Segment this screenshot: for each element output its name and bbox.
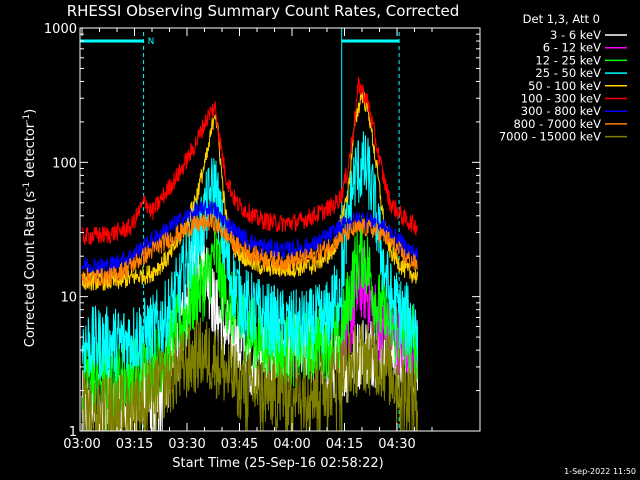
series-line-4 <box>81 89 419 291</box>
legend-label-6: 300 - 800 keV <box>521 104 601 118</box>
saa-marker-label: N <box>148 37 155 47</box>
y-tick-label-3: 1000 <box>44 22 77 37</box>
timestamp: 1-Sep-2022 11:50 <box>564 467 636 476</box>
x-tick-label-0: 03:00 <box>63 437 100 452</box>
legend-label-5: 100 - 300 keV <box>521 92 601 106</box>
legend-label-2: 12 - 25 keV <box>535 53 601 67</box>
legend-label-1: 6 - 12 keV <box>543 41 601 55</box>
y-axis-label: Corrected Count Rate (s-1 detector-1) <box>22 109 38 347</box>
y-axis-label-sup2: -1 <box>22 114 32 123</box>
y-tick-label-0: 1 <box>69 425 77 440</box>
x-tick-label-6: 04:30 <box>378 437 415 452</box>
x-axis-label: Start Time (25-Sep-16 02:58:22) <box>172 456 383 471</box>
series-line-8 <box>82 317 419 431</box>
series-line-3 <box>81 131 419 381</box>
series-line-5 <box>81 76 418 245</box>
legend-label-0: 3 - 6 keV <box>550 28 601 42</box>
legend-label-4: 50 - 100 keV <box>528 79 601 93</box>
y-tick-label-2: 100 <box>52 156 77 171</box>
plot-frame <box>79 27 481 432</box>
x-tick-label-2: 03:30 <box>168 437 205 452</box>
legend-label-7: 800 - 7000 keV <box>513 117 601 131</box>
x-axis-ticks: 03:00 03:15 03:30 03:45 04:00 04:15 04:30 <box>63 28 433 452</box>
y-tick-label-1: 10 <box>60 291 77 306</box>
x-tick-label-4: 04:00 <box>273 437 310 452</box>
x-tick-label-5: 04:15 <box>326 437 363 452</box>
legend-label-3: 25 - 50 keV <box>535 66 601 80</box>
y-axis-label-sup1: -1 <box>22 182 32 191</box>
y-axis-label-part2: detector <box>23 122 38 182</box>
legend-label-8: 7000 - 15000 keV <box>499 130 601 144</box>
x-tick-label-1: 03:15 <box>116 437 153 452</box>
y-axis-ticks: 1 10 100 1000 <box>44 22 480 440</box>
legend-title: Det 1,3, Att 0 <box>523 12 600 26</box>
series-line-7 <box>81 213 419 287</box>
x-tick-label-3: 03:45 <box>221 437 258 452</box>
y-axis-label-part1: Corrected Count Rate (s <box>23 191 38 348</box>
chart-title: RHESSI Observing Summary Count Rates, Co… <box>67 2 460 20</box>
series-lines <box>81 76 419 431</box>
y-axis-label-part3: ) <box>23 109 38 114</box>
